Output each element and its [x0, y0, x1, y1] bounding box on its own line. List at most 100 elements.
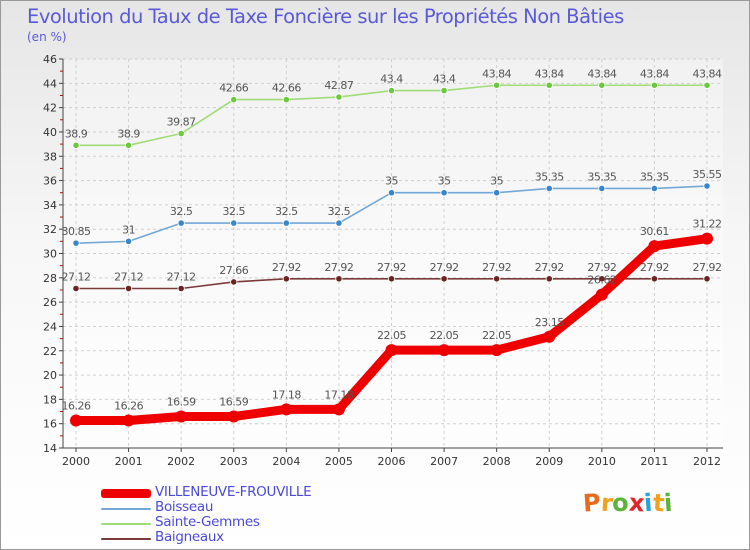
data-label-boisseau: 32.5: [328, 205, 351, 218]
data-point-baigneaux: [598, 275, 606, 283]
data-point-villeneuve-frouville: [543, 330, 556, 343]
legend: VILLENEUVE-FROUVILLE Boisseau Sainte-Gemme…: [101, 484, 361, 548]
data-point-boisseau: [598, 184, 606, 193]
data-label-boisseau: 30.85: [62, 225, 91, 238]
x-tick-label: 2004: [272, 455, 300, 468]
data-label-villeneuve-frouville: 16.26: [114, 400, 143, 413]
data-point-boisseau: [335, 219, 343, 227]
data-point-boisseau: [440, 189, 448, 197]
y-tick-label: 30: [43, 248, 57, 261]
data-point-villeneuve-frouville: [122, 414, 135, 427]
data-point-villeneuve-frouville: [701, 232, 713, 245]
legend-swatch: [101, 538, 151, 540]
legend-swatch: [101, 508, 151, 510]
data-point-villeneuve-frouville: [227, 410, 240, 423]
y-tick-label: 34: [43, 199, 57, 212]
data-point-baigneaux: [177, 284, 185, 293]
data-label-sainte-gemmes: 43.84: [693, 67, 722, 80]
y-tick-label: 26: [43, 296, 57, 309]
data-label-sainte-gemmes: 38.9: [65, 127, 88, 140]
data-point-sainte-gemmes: [387, 87, 396, 95]
data-label-boisseau: 31: [122, 223, 135, 236]
data-label-sainte-gemmes: 42.66: [272, 82, 301, 95]
y-tick-label: 14: [43, 442, 57, 455]
data-label-villeneuve-frouville: 31.22: [693, 218, 722, 231]
legend-label: Boisseau: [155, 499, 214, 515]
data-point-villeneuve-frouville: [595, 288, 608, 301]
logo-letter: o: [611, 488, 630, 518]
data-label-villeneuve-frouville: 22.05: [482, 329, 511, 342]
logo-letter: P: [582, 488, 602, 518]
data-point-boisseau: [230, 219, 238, 227]
y-tick-label: 16: [43, 418, 57, 431]
data-point-villeneuve-frouville: [385, 344, 398, 357]
data-point-villeneuve-frouville: [280, 403, 293, 416]
data-point-baigneaux: [387, 275, 396, 283]
data-point-boisseau: [387, 189, 396, 197]
data-label-villeneuve-frouville: 22.05: [377, 329, 406, 342]
data-point-baigneaux: [703, 275, 711, 283]
data-label-villeneuve-frouville: 30.61: [640, 225, 669, 238]
y-tick-label: 22: [43, 345, 57, 358]
y-tick-label: 18: [43, 393, 57, 406]
y-tick-label: 36: [43, 175, 57, 188]
data-point-boisseau: [282, 219, 290, 227]
y-tick-label: 38: [43, 150, 57, 163]
data-label-villeneuve-frouville: 16.59: [219, 396, 248, 409]
data-label-sainte-gemmes: 42.87: [324, 79, 353, 92]
x-tick-label: 2005: [325, 455, 353, 468]
data-label-sainte-gemmes: 43.84: [482, 67, 511, 80]
data-point-sainte-gemmes: [703, 81, 711, 89]
data-label-baigneaux: 27.92: [377, 261, 406, 274]
data-point-sainte-gemmes: [493, 81, 501, 89]
data-label-baigneaux: 27.92: [272, 261, 301, 274]
data-point-villeneuve-frouville: [648, 240, 661, 253]
data-label-boisseau: 35.35: [535, 170, 564, 183]
data-label-villeneuve-frouville: 17.18: [272, 388, 301, 401]
data-point-baigneaux: [282, 275, 290, 283]
x-tick-label: 2011: [640, 455, 668, 468]
data-label-boisseau: 35: [438, 175, 451, 188]
data-point-boisseau: [177, 219, 185, 227]
y-tick-label: 32: [43, 223, 57, 236]
data-label-sainte-gemmes: 43.84: [535, 67, 564, 80]
data-point-baigneaux: [72, 284, 80, 293]
data-label-boisseau: 35.55: [693, 168, 722, 181]
legend-swatch: [101, 489, 151, 498]
x-tick-label: 2000: [62, 455, 90, 468]
data-point-sainte-gemmes: [72, 141, 80, 149]
data-label-boisseau: 32.5: [170, 205, 193, 218]
data-point-sainte-gemmes: [440, 87, 448, 95]
x-tick-label: 2007: [430, 455, 458, 468]
y-tick-label: 46: [43, 53, 57, 66]
x-tick-label: 2008: [483, 455, 511, 468]
data-label-villeneuve-frouville: 16.59: [167, 396, 196, 409]
data-label-sainte-gemmes: 43.84: [587, 67, 616, 80]
legend-item-villeneuve-frouville: VILLENEUVE-FROUVILLE: [101, 484, 361, 503]
data-label-sainte-gemmes: 39.87: [167, 116, 196, 129]
data-point-villeneuve-frouville: [175, 410, 188, 423]
data-label-baigneaux: 27.66: [219, 264, 248, 277]
legend-label: Baigneaux: [155, 529, 224, 545]
y-tick-label: 20: [43, 369, 57, 382]
legend-label: VILLENEUVE-FROUVILLE: [155, 484, 312, 500]
chart-title: Evolution du Taux de Taxe Foncière sur l…: [27, 5, 624, 28]
data-point-villeneuve-frouville: [332, 403, 345, 416]
data-point-sainte-gemmes: [545, 81, 553, 89]
proxiti-logo: Proxiti: [582, 488, 693, 525]
x-tick-label: 2012: [693, 455, 721, 468]
data-point-baigneaux: [650, 275, 659, 283]
data-point-sainte-gemmes: [598, 81, 606, 89]
data-label-boisseau: 35.35: [640, 170, 669, 183]
data-point-baigneaux: [545, 275, 553, 283]
legend-item-sainte-gemmes: Sainte-Gemmes: [101, 514, 361, 533]
data-label-sainte-gemmes: 43.84: [640, 67, 669, 80]
data-point-baigneaux: [440, 275, 448, 283]
y-tick-label: 28: [43, 272, 57, 285]
data-label-baigneaux: 27.92: [324, 261, 353, 274]
data-point-boisseau: [703, 182, 711, 190]
data-label-boisseau: 35: [490, 175, 503, 188]
legend-item-baigneaux: Baigneaux: [101, 529, 361, 548]
data-label-boisseau: 35: [385, 175, 398, 188]
